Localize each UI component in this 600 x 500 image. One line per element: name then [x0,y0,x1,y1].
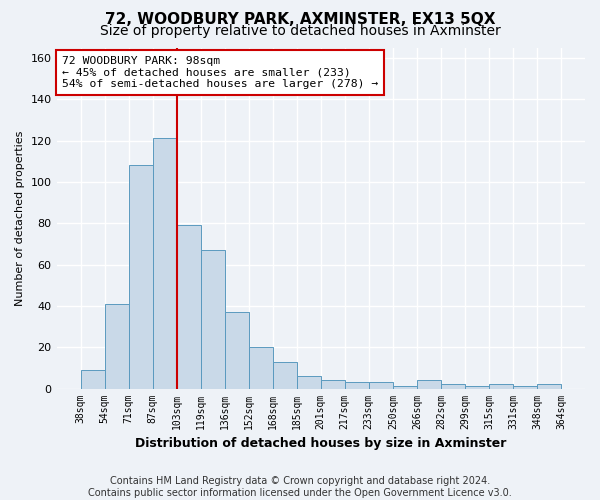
Bar [489,384,513,388]
Bar [200,250,224,388]
Y-axis label: Number of detached properties: Number of detached properties [15,130,25,306]
Text: Size of property relative to detached houses in Axminster: Size of property relative to detached ho… [100,24,500,38]
Bar [128,166,152,388]
X-axis label: Distribution of detached houses by size in Axminster: Distribution of detached houses by size … [135,437,506,450]
Bar [152,138,176,388]
Text: Contains HM Land Registry data © Crown copyright and database right 2024.
Contai: Contains HM Land Registry data © Crown c… [88,476,512,498]
Bar [513,386,537,388]
Bar [297,376,321,388]
Bar [417,380,441,388]
Bar [393,386,417,388]
Bar [104,304,128,388]
Bar [345,382,369,388]
Bar [465,386,489,388]
Bar [80,370,104,388]
Bar [369,382,393,388]
Bar [441,384,465,388]
Text: 72, WOODBURY PARK, AXMINSTER, EX13 5QX: 72, WOODBURY PARK, AXMINSTER, EX13 5QX [105,12,495,28]
Bar [249,347,273,389]
Bar [321,380,345,388]
Bar [537,384,561,388]
Bar [176,226,200,388]
Text: 72 WOODBURY PARK: 98sqm
← 45% of detached houses are smaller (233)
54% of semi-d: 72 WOODBURY PARK: 98sqm ← 45% of detache… [62,56,378,89]
Bar [273,362,297,388]
Bar [224,312,249,388]
